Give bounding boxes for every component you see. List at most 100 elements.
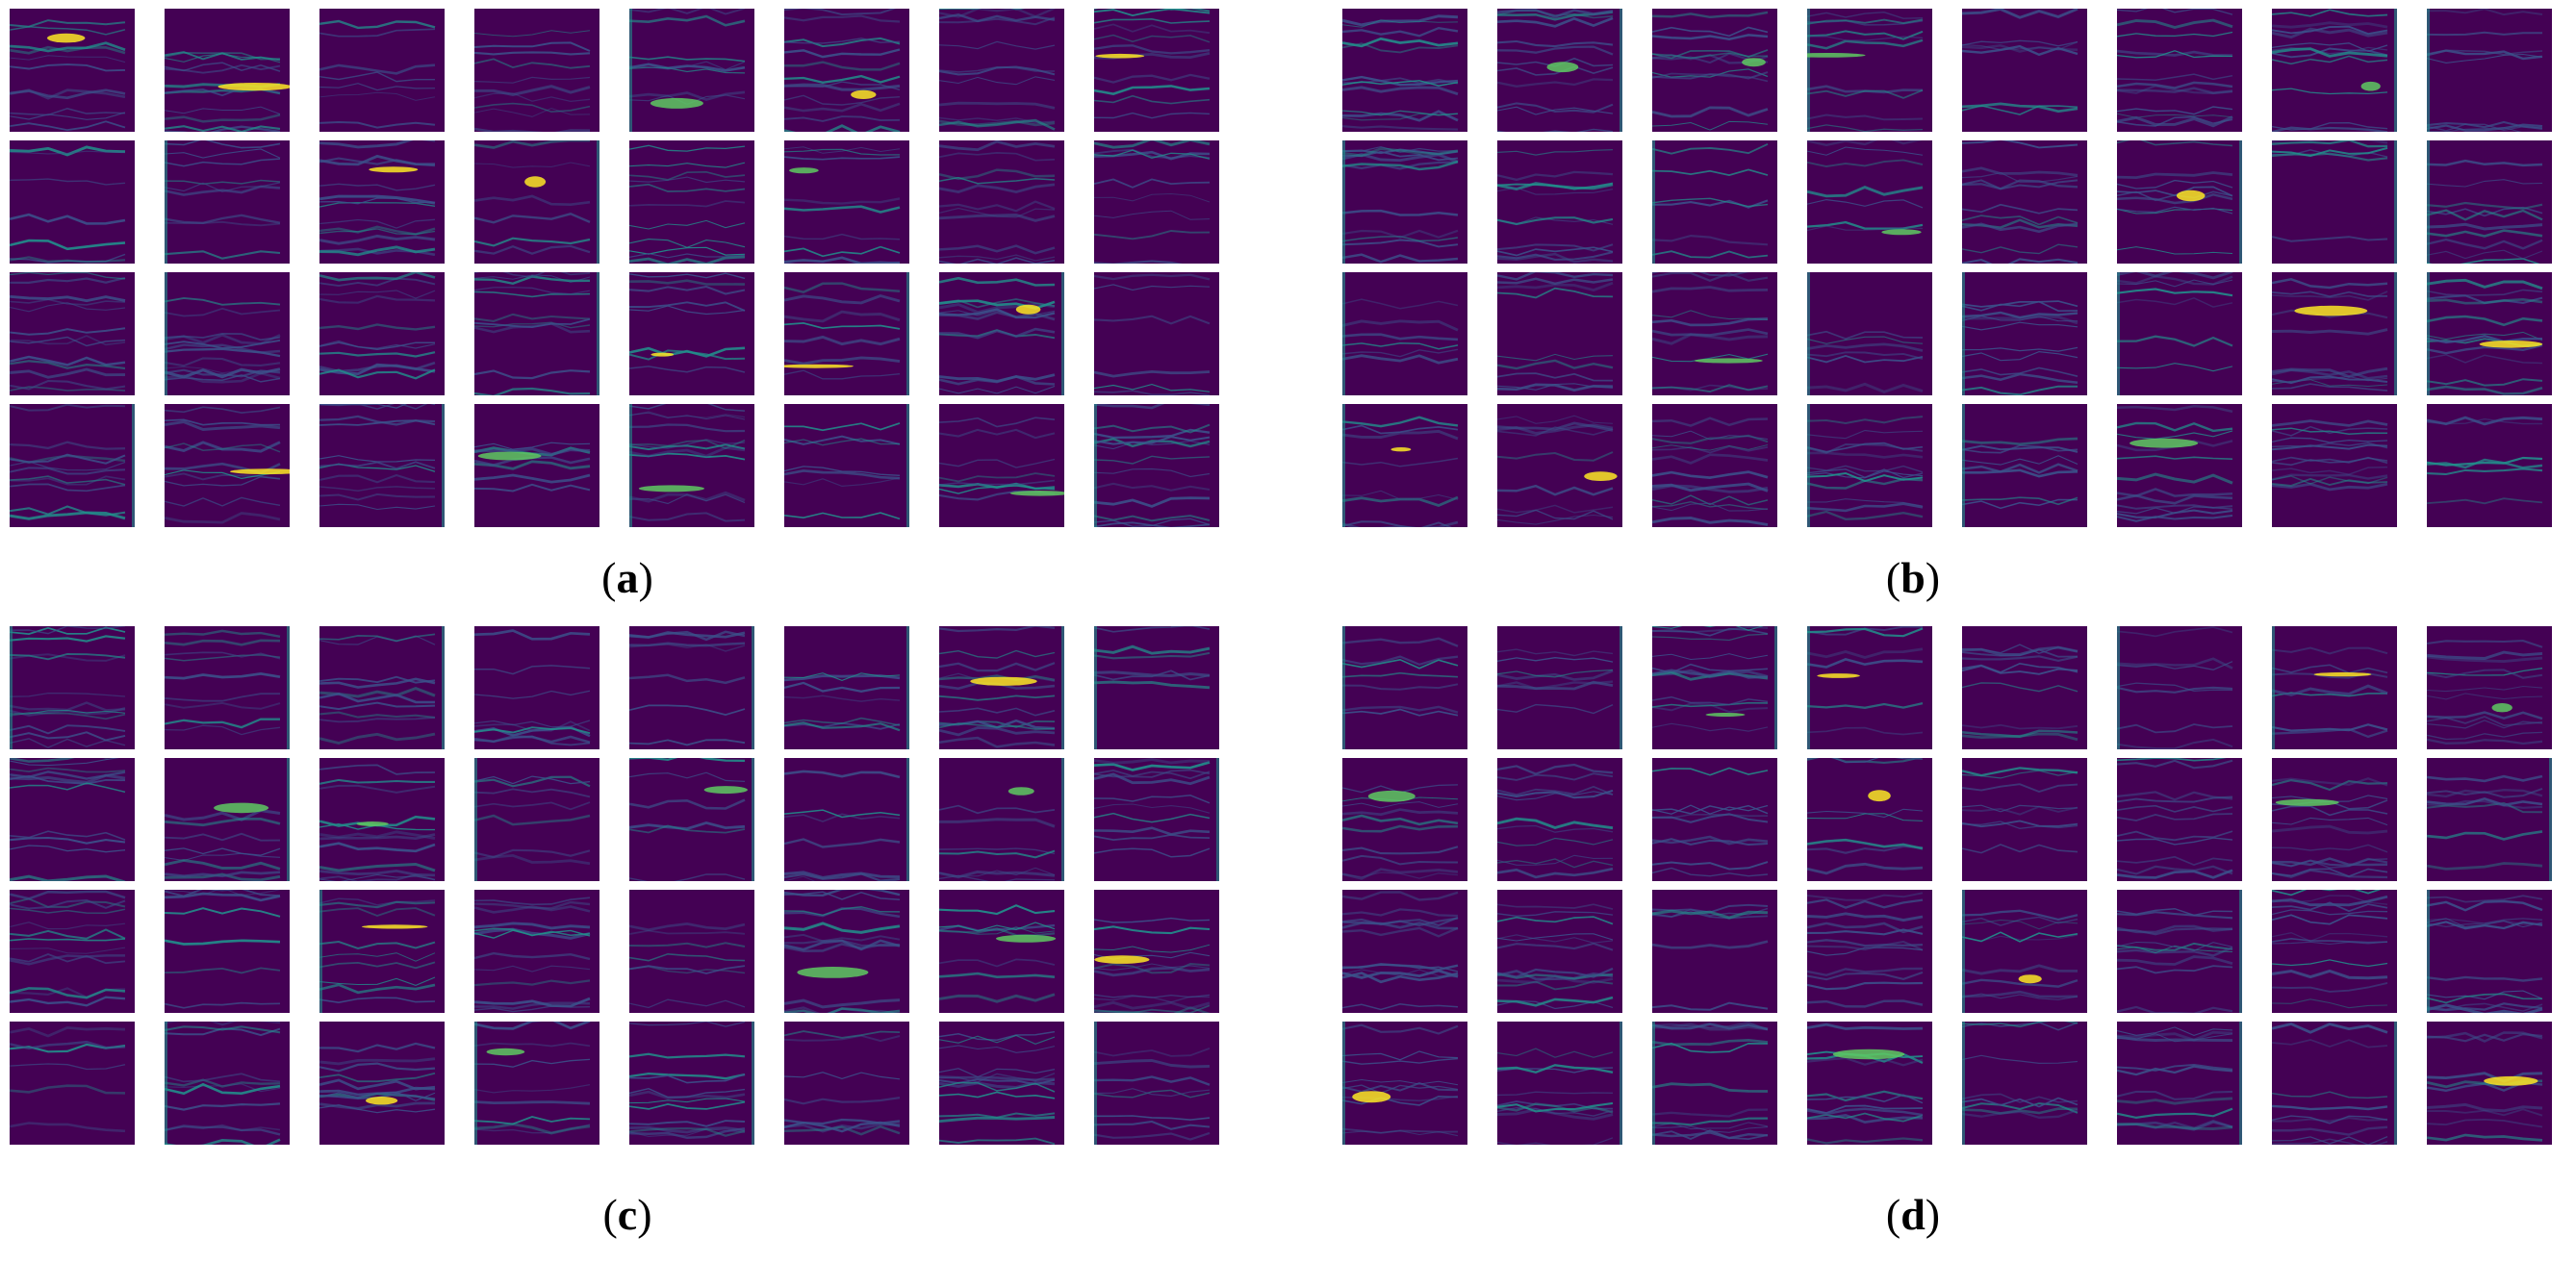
feature-map-tile bbox=[474, 140, 599, 264]
feature-map-tile bbox=[1807, 140, 1932, 264]
feature-map-tile bbox=[1962, 140, 2087, 264]
feature-map-tile bbox=[629, 404, 754, 527]
feature-map-tile bbox=[784, 272, 909, 395]
feature-map-tile bbox=[1342, 272, 1467, 395]
feature-map-tile bbox=[1497, 272, 1622, 395]
feature-map-tile bbox=[629, 140, 754, 264]
feature-map-tile bbox=[2427, 404, 2552, 527]
feature-map-tile bbox=[1807, 626, 1932, 749]
feature-map-tile bbox=[10, 890, 135, 1013]
feature-map-tile bbox=[1807, 272, 1932, 395]
feature-map-tile bbox=[2117, 758, 2242, 881]
panel-c bbox=[10, 626, 1261, 1165]
feature-map-tile bbox=[2117, 272, 2242, 395]
feature-map-tile bbox=[1094, 404, 1219, 527]
panel-a bbox=[10, 9, 1261, 547]
feature-map-tile bbox=[165, 758, 290, 881]
feature-map-tile bbox=[10, 1022, 135, 1145]
feature-map-tile bbox=[2427, 758, 2552, 881]
feature-map-tile bbox=[2427, 626, 2552, 749]
feature-map-tile bbox=[629, 758, 754, 881]
feature-map-tile bbox=[2427, 9, 2552, 132]
feature-map-tile bbox=[10, 140, 135, 264]
feature-map-tile bbox=[319, 890, 445, 1013]
feature-map-tile bbox=[1497, 404, 1622, 527]
feature-map-tile bbox=[1652, 890, 1777, 1013]
feature-map-tile bbox=[1342, 626, 1467, 749]
feature-map-tile bbox=[1497, 1022, 1622, 1145]
feature-map-tile bbox=[1807, 890, 1932, 1013]
feature-map-tile bbox=[1962, 626, 2087, 749]
feature-map-tile bbox=[629, 626, 754, 749]
feature-map-tile bbox=[1342, 9, 1467, 132]
feature-map-tile bbox=[784, 9, 909, 132]
feature-map-tile bbox=[939, 1022, 1064, 1145]
feature-map-tile bbox=[939, 9, 1064, 132]
feature-map-tile bbox=[2272, 626, 2397, 749]
feature-map-tile bbox=[1652, 9, 1777, 132]
feature-map-tile bbox=[2272, 272, 2397, 395]
feature-map-tile bbox=[474, 404, 599, 527]
feature-map-tile bbox=[1342, 140, 1467, 264]
feature-map-tile bbox=[939, 404, 1064, 527]
feature-map-tile bbox=[2117, 1022, 2242, 1145]
feature-map-tile bbox=[2117, 9, 2242, 132]
feature-map-tile bbox=[1497, 9, 1622, 132]
feature-map-tile bbox=[474, 272, 599, 395]
feature-map-grid-c bbox=[10, 626, 1261, 1155]
feature-map-tile bbox=[2117, 890, 2242, 1013]
feature-map-grid-d bbox=[1342, 626, 2576, 1155]
feature-map-tile bbox=[1342, 1022, 1467, 1145]
feature-map-tile bbox=[10, 272, 135, 395]
feature-map-tile bbox=[474, 626, 599, 749]
feature-map-tile bbox=[2272, 1022, 2397, 1145]
feature-map-tile bbox=[165, 140, 290, 264]
feature-map-tile bbox=[939, 758, 1064, 881]
feature-map-tile bbox=[474, 890, 599, 1013]
feature-map-tile bbox=[1807, 758, 1932, 881]
feature-map-tile bbox=[1652, 404, 1777, 527]
feature-map-tile bbox=[2272, 140, 2397, 264]
feature-map-tile bbox=[1652, 626, 1777, 749]
feature-map-tile bbox=[1094, 758, 1219, 881]
feature-map-tile bbox=[1094, 9, 1219, 132]
feature-map-tile bbox=[1652, 140, 1777, 264]
feature-map-tile bbox=[2272, 758, 2397, 881]
panel-b-caption: (b) bbox=[1885, 553, 1941, 602]
feature-map-tile bbox=[1497, 626, 1622, 749]
feature-map-tile bbox=[1962, 758, 2087, 881]
panel-c-label: c bbox=[617, 1190, 638, 1239]
feature-map-tile bbox=[629, 890, 754, 1013]
feature-map-grid-b bbox=[1342, 9, 2576, 538]
feature-map-tile bbox=[1652, 272, 1777, 395]
feature-map-tile bbox=[474, 9, 599, 132]
feature-map-tile bbox=[1094, 1022, 1219, 1145]
feature-map-tile bbox=[2117, 626, 2242, 749]
panel-d-label: d bbox=[1900, 1190, 1926, 1239]
feature-map-tile bbox=[319, 272, 445, 395]
feature-map-tile bbox=[474, 758, 599, 881]
feature-map-tile bbox=[1807, 404, 1932, 527]
feature-map-tile bbox=[1094, 626, 1219, 749]
feature-map-tile bbox=[319, 140, 445, 264]
panel-a-label: a bbox=[616, 553, 639, 602]
panel-c-caption: (c) bbox=[602, 1190, 652, 1239]
feature-map-grid-a bbox=[10, 9, 1261, 538]
feature-map-tile bbox=[319, 758, 445, 881]
feature-map-tile bbox=[165, 9, 290, 132]
feature-map-tile bbox=[1094, 272, 1219, 395]
feature-map-tile bbox=[1962, 404, 2087, 527]
feature-map-tile bbox=[2427, 140, 2552, 264]
feature-map-tile bbox=[2427, 272, 2552, 395]
feature-map-tile bbox=[1652, 1022, 1777, 1145]
panel-a-caption: (a) bbox=[601, 553, 653, 602]
panel-d bbox=[1342, 626, 2576, 1165]
feature-map-tile bbox=[2272, 890, 2397, 1013]
feature-map-tile bbox=[784, 758, 909, 881]
feature-map-tile bbox=[784, 890, 909, 1013]
feature-map-tile bbox=[10, 404, 135, 527]
feature-map-tile bbox=[939, 890, 1064, 1013]
feature-map-tile bbox=[1497, 140, 1622, 264]
feature-map-tile bbox=[474, 1022, 599, 1145]
feature-map-tile bbox=[1342, 890, 1467, 1013]
